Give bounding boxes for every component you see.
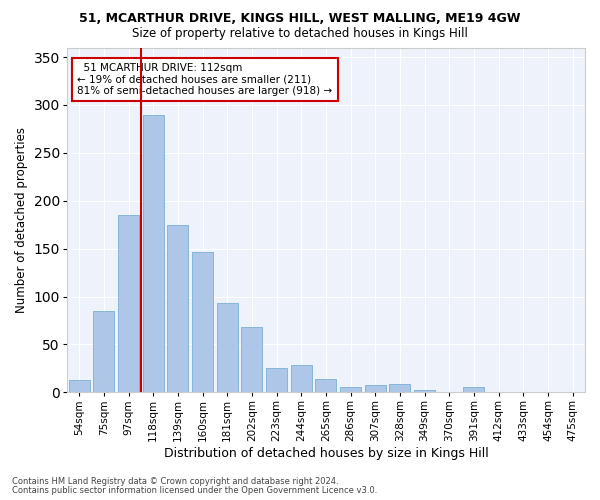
Bar — [414, 390, 435, 392]
Text: Contains public sector information licensed under the Open Government Licence v3: Contains public sector information licen… — [12, 486, 377, 495]
Bar — [291, 364, 312, 392]
Bar — [217, 304, 238, 392]
Text: 51 MCARTHUR DRIVE: 112sqm
← 19% of detached houses are smaller (211)
81% of semi: 51 MCARTHUR DRIVE: 112sqm ← 19% of detac… — [77, 63, 332, 96]
Bar — [316, 379, 337, 392]
Bar — [365, 384, 386, 392]
Bar — [94, 311, 115, 392]
Bar — [69, 380, 89, 392]
Bar — [241, 327, 262, 392]
X-axis label: Distribution of detached houses by size in Kings Hill: Distribution of detached houses by size … — [164, 447, 488, 460]
Text: Size of property relative to detached houses in Kings Hill: Size of property relative to detached ho… — [132, 28, 468, 40]
Bar — [143, 114, 164, 392]
Text: Contains HM Land Registry data © Crown copyright and database right 2024.: Contains HM Land Registry data © Crown c… — [12, 477, 338, 486]
Bar — [340, 386, 361, 392]
Bar — [463, 386, 484, 392]
Y-axis label: Number of detached properties: Number of detached properties — [15, 127, 28, 313]
Bar — [167, 224, 188, 392]
Bar — [118, 215, 139, 392]
Text: 51, MCARTHUR DRIVE, KINGS HILL, WEST MALLING, ME19 4GW: 51, MCARTHUR DRIVE, KINGS HILL, WEST MAL… — [79, 12, 521, 26]
Bar — [192, 252, 213, 392]
Bar — [266, 368, 287, 392]
Bar — [389, 384, 410, 392]
